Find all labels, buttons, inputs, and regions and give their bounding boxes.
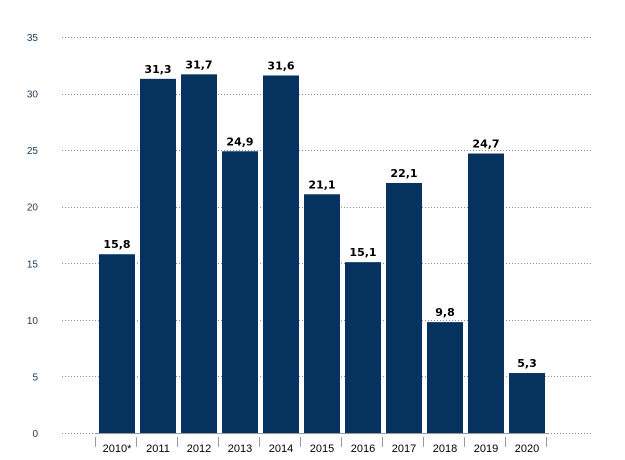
bar-2020 [509, 373, 545, 433]
y-tick-label: 20 [27, 203, 39, 214]
x-tick-label-2012: 2012 [187, 443, 211, 455]
data-label-2011: 31,3 [144, 63, 171, 76]
bar-2018 [427, 322, 463, 433]
data-label-2014: 31,6 [267, 59, 294, 72]
bar-2010* [99, 254, 135, 433]
y-tick-label: 15 [27, 259, 39, 270]
data-label-2017: 22,1 [390, 167, 417, 180]
data-labels: 15,8 31,3 31,7 24,9 31,6 21,1 15,1 22,1 9,8 24,7 5… [103, 58, 536, 370]
bar-2016 [345, 262, 381, 433]
data-label-2012: 31,7 [185, 58, 212, 71]
data-label-2020: 5,3 [517, 357, 537, 370]
y-tick-label: 10 [27, 316, 39, 327]
x-tick-label-2010*: 2010* [103, 443, 132, 455]
data-label-2016: 15,1 [349, 246, 376, 259]
x-tick-label-2011: 2011 [146, 443, 170, 455]
x-tick-label-2017: 2017 [392, 443, 416, 455]
y-tick-label: 30 [27, 90, 39, 101]
x-tick-label-2013: 2013 [228, 443, 252, 455]
x-axis: 2010* 2011 2012 2013 2014 2015 2016 2017 2018 201… [95, 433, 548, 455]
bars [99, 74, 545, 434]
data-label-2010*: 15,8 [103, 238, 130, 251]
bar-2012 [181, 74, 217, 433]
y-tick-label: 25 [27, 146, 39, 157]
y-axis-ticks: 0 5 10 15 20 25 30 35 [27, 33, 39, 440]
x-tick-label-2018: 2018 [433, 443, 457, 455]
x-tick-label-2019: 2019 [474, 443, 498, 455]
x-tick-label-2016: 2016 [351, 443, 375, 455]
data-label-2018: 9,8 [435, 306, 455, 319]
y-tick-label: 0 [32, 429, 38, 440]
bar-2014 [263, 75, 299, 434]
bar-2011 [140, 78, 176, 433]
y-tick-label: 35 [27, 33, 39, 44]
x-tick-label-2015: 2015 [310, 443, 334, 455]
bar-2019 [468, 153, 504, 433]
bar-2017 [386, 182, 422, 433]
bar-2015 [304, 194, 340, 433]
data-label-2019: 24,7 [472, 138, 499, 151]
x-tick-label-2020: 2020 [515, 443, 539, 455]
y-tick-label: 5 [32, 372, 38, 383]
bar-2013 [222, 151, 258, 433]
x-tick-label-2014: 2014 [269, 443, 293, 455]
data-label-2013: 24,9 [226, 135, 253, 148]
data-label-2015: 21,1 [308, 178, 335, 191]
